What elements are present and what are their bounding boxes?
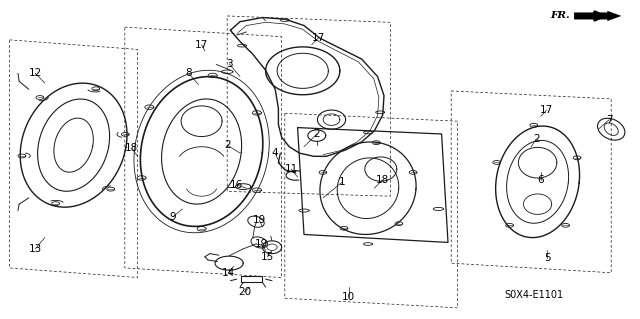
Text: 13: 13 [29,244,42,254]
Text: 18: 18 [376,175,388,185]
Text: 20: 20 [238,287,251,297]
Text: 18: 18 [125,143,138,153]
Text: 12: 12 [29,68,42,78]
Text: 10: 10 [342,292,355,302]
FancyArrow shape [574,11,621,21]
Text: 17: 17 [195,40,208,50]
Text: 2: 2 [533,134,540,144]
Text: 3: 3 [226,59,232,69]
Text: 9: 9 [170,212,176,222]
Text: FR.: FR. [550,11,570,20]
Text: 14: 14 [222,268,235,278]
Text: 5: 5 [544,253,550,263]
Text: 17: 17 [540,105,553,115]
Text: 19: 19 [253,215,266,225]
Text: 4: 4 [272,148,278,158]
Text: 15: 15 [261,252,274,262]
Text: 2: 2 [314,129,320,139]
Text: 16: 16 [230,180,243,190]
Text: 1: 1 [339,177,346,187]
Text: 7: 7 [606,115,612,125]
Text: 17: 17 [312,33,324,43]
Text: 11: 11 [285,164,298,174]
Text: 8: 8 [186,68,192,78]
Text: 6: 6 [538,175,544,185]
Text: 2: 2 [224,140,230,150]
Text: S0X4-E1101: S0X4-E1101 [505,290,564,300]
Text: 19: 19 [255,239,268,249]
